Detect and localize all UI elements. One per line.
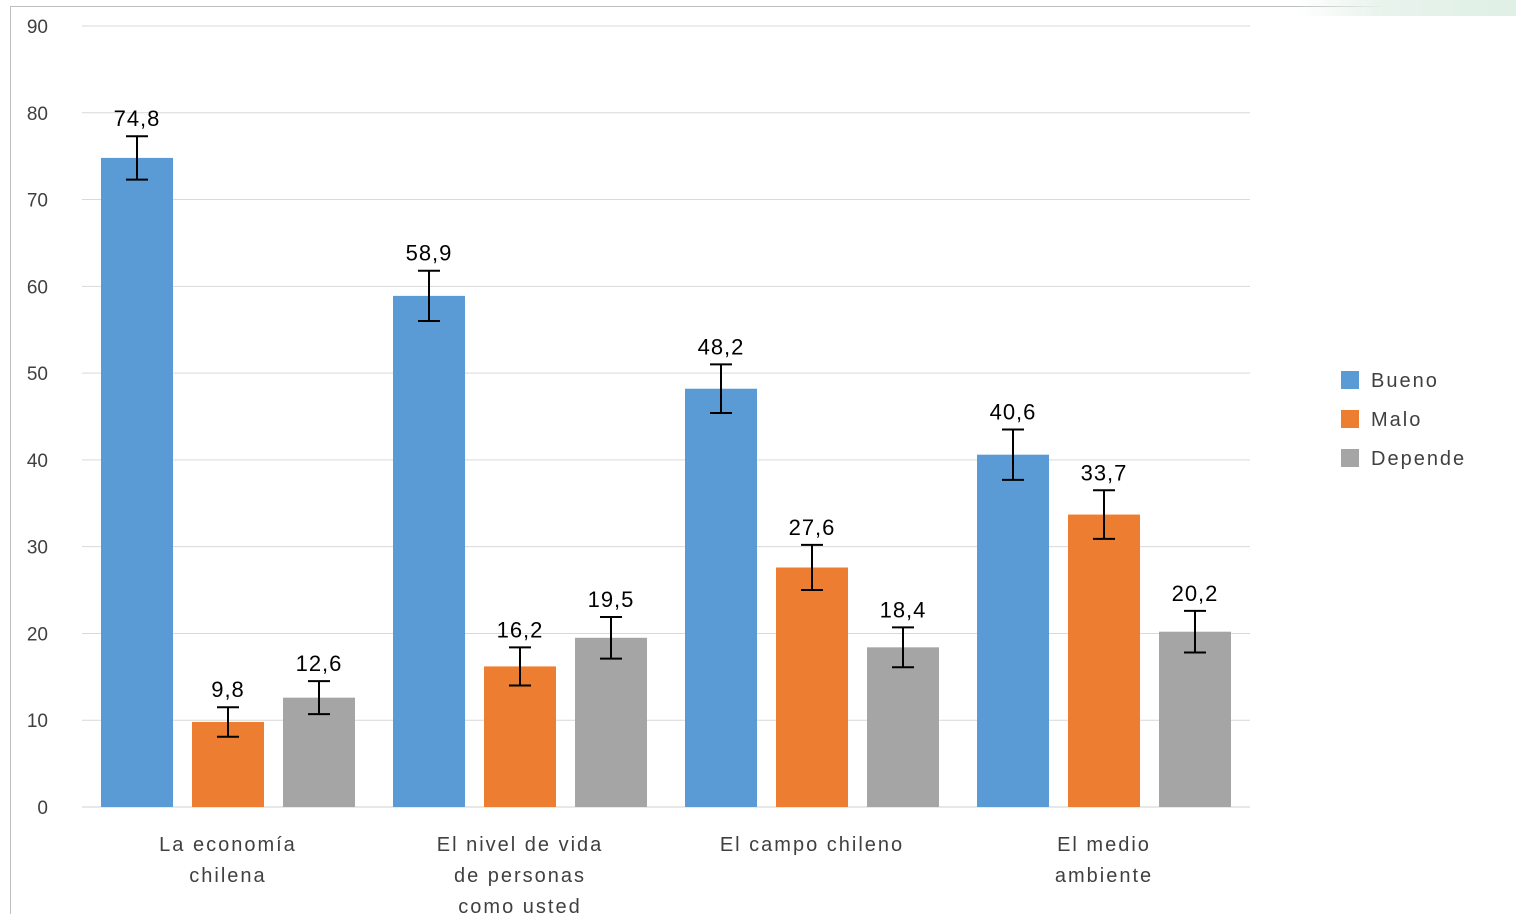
data-label: 40,6	[990, 400, 1037, 425]
y-tick-label: 80	[27, 104, 48, 125]
bar-bueno	[685, 388, 757, 807]
bar-bueno	[393, 295, 465, 807]
x-category-label: como usted	[458, 896, 581, 914]
y-tick-label: 50	[27, 364, 48, 385]
bar-depende	[1159, 631, 1231, 807]
bar-malo	[1068, 514, 1140, 807]
data-label: 33,7	[1081, 460, 1128, 485]
bar-depende	[283, 697, 355, 807]
x-category-label: ambiente	[1055, 865, 1153, 887]
gridlines	[82, 25, 1250, 808]
legend-label-bueno: Bueno	[1371, 370, 1439, 392]
bar-malo	[484, 666, 556, 807]
data-label: 27,6	[789, 515, 836, 540]
bar-bueno	[977, 454, 1049, 807]
data-label: 58,9	[406, 241, 453, 266]
corner-decoration	[1296, 0, 1516, 16]
legend-label-depende: Depende	[1371, 448, 1466, 470]
legend-swatch-depende	[1341, 449, 1359, 467]
legend: Bueno Malo Depende	[1341, 370, 1466, 470]
data-label: 16,2	[497, 617, 544, 642]
bar-depende	[867, 647, 939, 807]
data-label: 19,5	[588, 587, 635, 612]
error-bars	[126, 135, 1206, 738]
y-tick-label: 20	[27, 624, 48, 645]
x-category-label: La economía	[159, 834, 297, 856]
data-label: 20,2	[1172, 581, 1219, 606]
x-category-label: de personas	[454, 865, 586, 887]
data-label: 74,8	[114, 106, 161, 131]
x-axis-categories: La economía chilena El nivel de vida de per…	[159, 834, 1153, 914]
y-tick-label: 40	[27, 451, 48, 472]
legend-swatch-malo	[1341, 410, 1359, 428]
x-category-label: El nivel de vida	[437, 834, 604, 856]
x-category-label: El campo chileno	[720, 834, 904, 856]
x-category-label: El medio	[1057, 834, 1151, 856]
legend-label-malo: Malo	[1371, 409, 1422, 431]
bar-bueno	[101, 157, 173, 807]
data-label: 9,8	[211, 677, 245, 702]
x-category-label: chilena	[189, 865, 266, 887]
chart-frame	[10, 6, 1516, 914]
y-tick-label: 10	[27, 711, 48, 732]
data-labels: 74,8 9,8 12,6 58,9 16,2 19,5 48,2 27,6 18,4 40,6 3…	[114, 106, 1219, 702]
y-tick-label: 60	[27, 277, 48, 298]
data-label: 12,6	[296, 651, 343, 676]
legend-swatch-bueno	[1341, 371, 1359, 389]
data-label: 48,2	[698, 334, 745, 359]
y-tick-label: 0	[37, 798, 48, 819]
bar-depende	[575, 637, 647, 807]
y-tick-label: 90	[27, 17, 48, 38]
y-tick-label: 30	[27, 538, 48, 559]
y-axis-ticks: 0 10 20 30 40 50 60 70 80 90	[27, 17, 48, 819]
data-label: 18,4	[880, 597, 927, 622]
bars	[101, 157, 1231, 807]
y-tick-label: 70	[27, 191, 48, 212]
bar-malo	[776, 567, 848, 807]
